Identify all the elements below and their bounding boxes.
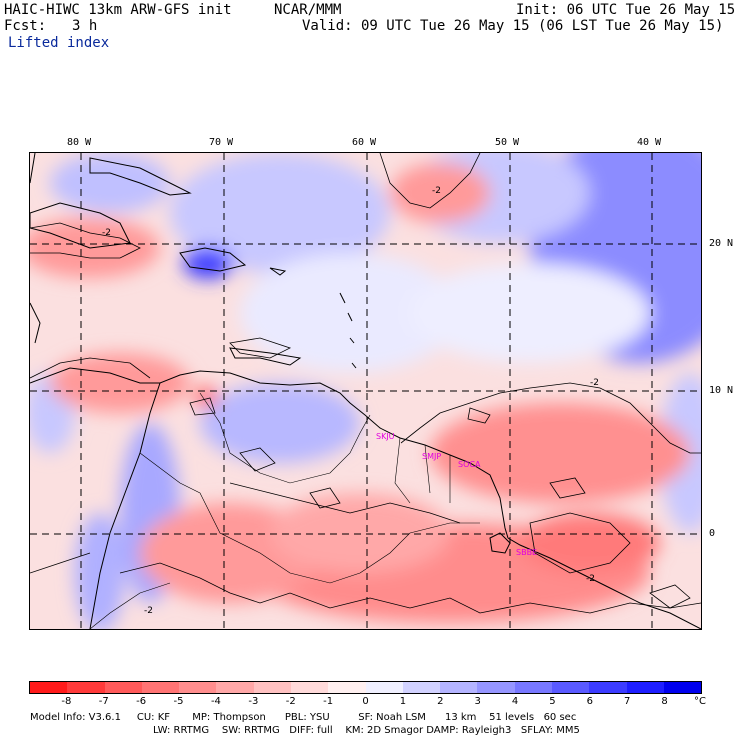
contour-label: -2 [432,186,441,196]
colorbar-tick-label: -7 [98,696,109,707]
lat-label-0: 0 [709,528,716,539]
init-time: Init: 06 UTC Tue 26 May 15 [516,2,736,18]
colorbar-swatch [179,682,217,693]
colorbar-tick-label: -4 [210,696,221,707]
station-skju: SKJU [376,432,395,441]
colorbar-swatch [290,682,329,693]
lon-label-40w: 40 W [637,137,662,148]
colorbar-tick-label: 7 [624,696,631,707]
colorbar-swatch [626,682,664,693]
colorbar-tick-label: -1 [323,696,334,707]
field-name: Lifted index [8,35,110,51]
colorbar-tick-label: 3 [474,696,481,707]
colorbar [29,681,702,694]
colorbar-swatch [328,682,366,693]
lon-label-60w: 60 W [352,137,377,148]
colorbar-swatch [663,682,702,693]
colorbar-tick-label: -2 [285,696,296,707]
contour-label: -2 [144,606,153,616]
graticule [30,153,701,629]
lat-label-20n: 20 N [709,238,734,249]
center-label: NCAR/MMM [274,2,342,18]
colorbar-swatch [216,682,254,693]
colorbar-swatch [67,682,105,693]
colorbar-swatch [589,682,627,693]
colorbar-tick-label: 2 [437,696,444,707]
colorbar-tick-label: -6 [136,696,147,707]
lifted-index-map: -2 -2 -2 -2 -2 [29,152,702,630]
lon-label-80w: 80 W [67,137,92,148]
model-info-line2: LW: RRTMG SW: RRTMG DIFF: full KM: 2D Sm… [153,725,580,736]
station-soca: SOCA [458,460,481,469]
colorbar-tick-label: 4 [511,696,519,707]
lon-label-70w: 70 W [209,137,234,148]
colorbar-tick-label: -8 [61,696,72,707]
colorbar-swatch [104,682,142,693]
colorbar-swatch [551,682,590,693]
colorbar-unit: °C [694,696,706,707]
colorbar-swatch [365,682,403,693]
colorbar-swatch [402,682,441,693]
contour-label: -2 [590,378,599,388]
colorbar-swatch [253,682,291,693]
colorbar-tick-label: 5 [549,696,556,707]
contour-label: -2 [586,574,595,584]
colorbar-tick-label: 6 [586,696,594,707]
map-field: -2 -2 -2 -2 -2 [30,153,701,629]
colorbar-tick-label: 8 [661,696,668,707]
contour-label: -2 [102,228,111,238]
lon-label-50w: 50 W [495,137,520,148]
colorbar-tick-label: 0 [362,696,369,707]
station-sbbe: SBBE [516,548,538,557]
coastlines [30,153,701,629]
colorbar-tick-label: -5 [173,696,184,707]
colorbar-swatch [141,682,180,693]
forecast-label: Fcst: [4,18,47,34]
colorbar-tick-label: -3 [248,696,259,707]
contour-lines [30,153,701,614]
colorbar-tick-label: 1 [399,696,407,707]
colorbar-swatch [440,682,478,693]
country-borders [89,392,480,629]
colorbar-swatch [477,682,515,693]
model-info-line1: Model Info: V3.6.1 CU: KF MP: Thompson P… [30,712,577,723]
field-shading [30,153,701,629]
lat-label-10n: 10 N [709,385,734,396]
colorbar-swatch [30,682,68,693]
colorbar-swatch [514,682,552,693]
forecast-hour: 3 h [72,18,98,34]
valid-time: Valid: 09 UTC Tue 26 May 15 (06 LST Tue … [302,18,724,34]
model-title: HAIC-HIWC 13km ARW-GFS init [4,2,232,18]
station-smjp: SMJP [422,452,442,461]
contour-label-group: -2 -2 -2 -2 -2 [102,186,599,616]
